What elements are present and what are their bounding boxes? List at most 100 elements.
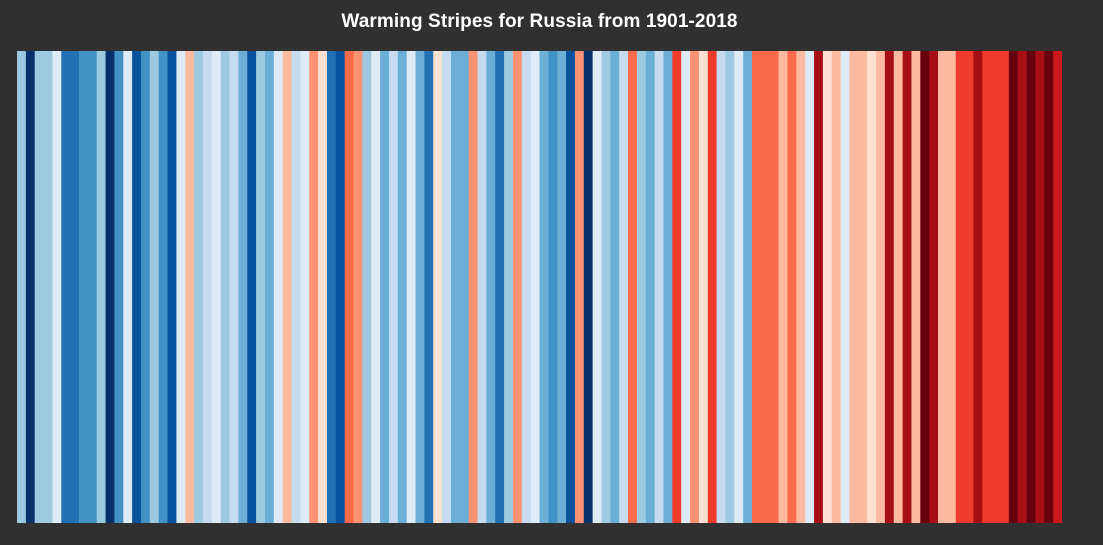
stripe-1933: [300, 51, 310, 523]
stripe-1997: [867, 51, 877, 523]
stripe-1938: [344, 51, 355, 523]
stripe-2004: [929, 51, 939, 523]
stripe-1907: [70, 51, 80, 523]
stripe-2013: [1008, 51, 1019, 523]
stripe-1999: [884, 51, 895, 523]
stripe-1920: [185, 51, 195, 523]
stripe-1969: [619, 51, 629, 523]
stripe-2015: [1026, 51, 1037, 523]
stripe-1954: [486, 51, 496, 523]
stripe-2011: [991, 51, 1001, 523]
stripe-1945: [406, 51, 417, 523]
stripe-1909: [87, 51, 98, 523]
chart-title: Warming Stripes for Russia from 1901-201…: [341, 11, 738, 32]
stripe-1934: [309, 51, 319, 523]
stripe-2017: [1044, 51, 1054, 523]
stripe-1975: [672, 51, 682, 523]
stripe-1921: [194, 51, 204, 523]
stripe-1956: [504, 51, 514, 523]
stripe-1904: [43, 51, 54, 523]
stripe-2002: [911, 51, 921, 523]
stripe-1979: [707, 51, 718, 523]
stripe-1964: [574, 51, 585, 523]
stripe-1911: [105, 51, 116, 523]
stripe-1994: [840, 51, 851, 523]
stripe-1919: [176, 51, 186, 523]
stripe-1910: [96, 51, 107, 523]
stripe-1996: [858, 51, 868, 523]
stripe-2010: [982, 51, 992, 523]
stripe-1914: [132, 51, 142, 523]
stripe-1984: [752, 51, 762, 523]
stripe-2000: [893, 51, 904, 523]
stripe-1977: [690, 51, 700, 523]
stripe-1930: [273, 51, 284, 523]
stripe-1961: [548, 51, 558, 523]
stripe-1929: [264, 51, 275, 523]
stripe-1986: [769, 51, 780, 523]
stripe-1992: [822, 51, 833, 523]
stripe-1925: [229, 51, 239, 523]
stripe-1946: [415, 51, 425, 523]
stripe-1978: [698, 51, 709, 523]
stripe-1982: [734, 51, 744, 523]
stripe-1957: [512, 51, 523, 523]
stripe-1940: [362, 51, 372, 523]
stripe-2014: [1017, 51, 1028, 523]
stripe-1949: [442, 51, 452, 523]
stripe-1970: [628, 51, 638, 523]
stripe-1923: [211, 51, 222, 523]
stripe-2012: [1000, 51, 1010, 523]
stripe-1966: [592, 51, 603, 523]
stripe-1905: [52, 51, 62, 523]
stripe-1959: [530, 51, 541, 523]
stripe-1953: [477, 51, 487, 523]
stripe-1948: [433, 51, 443, 523]
stripe-1918: [167, 51, 178, 523]
stripe-1917: [158, 51, 169, 523]
stripe-1995: [849, 51, 859, 523]
stripe-1922: [202, 51, 213, 523]
stripes-plot-area: [17, 51, 1062, 523]
stripe-1928: [256, 51, 266, 523]
stripe-2005: [938, 51, 948, 523]
stripe-1983: [743, 51, 753, 523]
stripe-1973: [654, 51, 665, 523]
stripe-1991: [814, 51, 824, 523]
stripe-1987: [778, 51, 789, 523]
stripe-2007: [955, 51, 966, 523]
stripe-2009: [973, 51, 983, 523]
stripe-1944: [397, 51, 408, 523]
stripe-1939: [353, 51, 363, 523]
stripe-1962: [557, 51, 567, 523]
stripe-1968: [610, 51, 620, 523]
stripe-1980: [716, 51, 727, 523]
stripe-1976: [681, 51, 691, 523]
stripe-1943: [388, 51, 399, 523]
stripe-2016: [1035, 51, 1045, 523]
stripe-1955: [495, 51, 505, 523]
stripe-1963: [566, 51, 576, 523]
stripe-1906: [61, 51, 71, 523]
stripe-1931: [282, 51, 293, 523]
stripe-1913: [123, 51, 133, 523]
stripe-1908: [78, 51, 89, 523]
stripe-1937: [335, 51, 346, 523]
stripe-1901: [17, 51, 27, 523]
stripe-1912: [114, 51, 124, 523]
stripe-1927: [247, 51, 257, 523]
stripe-1993: [831, 51, 842, 523]
stripe-1936: [326, 51, 337, 523]
stripe-2001: [902, 51, 913, 523]
stripe-1952: [468, 51, 479, 523]
stripe-1971: [636, 51, 647, 523]
stripe-1950: [450, 51, 461, 523]
stripe-1960: [539, 51, 549, 523]
stripe-1965: [583, 51, 594, 523]
stripe-1915: [140, 51, 151, 523]
stripe-1958: [521, 51, 532, 523]
stripe-1974: [663, 51, 673, 523]
stripe-1903: [34, 51, 45, 523]
stripe-1916: [149, 51, 160, 523]
